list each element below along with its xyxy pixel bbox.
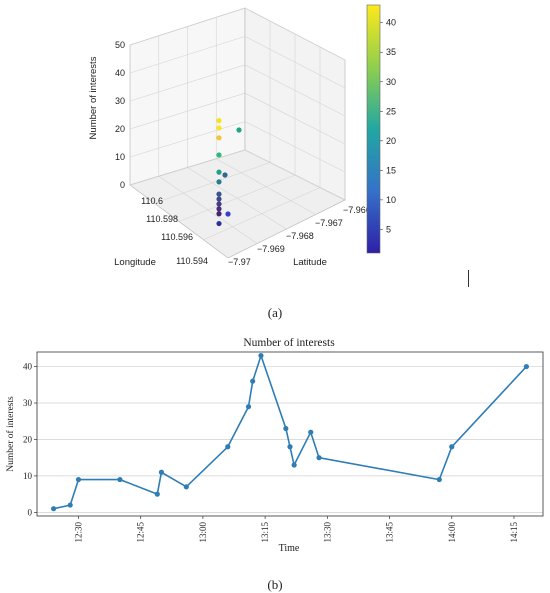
series-marker: [245, 404, 252, 410]
latitude-tick-label: −7.97: [228, 257, 251, 267]
scatter-point: [216, 211, 222, 217]
series-marker: [283, 425, 289, 432]
series-marker: [75, 476, 82, 483]
x-tick-label: 14:15: [509, 522, 519, 543]
scatter-point: [216, 118, 222, 124]
scatter-points: [216, 118, 242, 227]
plot-frame: [36, 351, 544, 517]
colorbar-tick-label: 20: [386, 136, 396, 146]
text-cursor: [468, 270, 469, 287]
x-tick-label: 12:45: [136, 522, 146, 543]
grid-3d: [129, 7, 346, 244]
line-chart: Number of interests 0 10 20 30 40 12:30 12:45…: [5, 337, 544, 554]
colorbar-tick-label: 40: [386, 18, 396, 28]
caption-b: (b): [267, 577, 283, 592]
longitude-tick-label: 110.598: [146, 214, 178, 224]
z-axis-label: Number of interests: [88, 56, 99, 139]
scatter-point: [216, 135, 222, 141]
series-marker: [436, 476, 442, 483]
colorbar-tick-label: 35: [386, 47, 396, 57]
colorbar-tick-label: 25: [386, 106, 396, 116]
x-tick-label: 14:00: [447, 522, 457, 543]
colorbar: [366, 4, 381, 254]
series-line: [53, 353, 527, 510]
scatter-point: [216, 220, 222, 227]
series-marker: [183, 484, 189, 490]
colorbar-tick-label: 10: [386, 195, 396, 205]
y-tick-label: 40: [23, 362, 33, 372]
scatter-point: [222, 172, 228, 178]
y-tick-label: 0: [28, 507, 33, 517]
scatter-point: [225, 211, 231, 217]
panel-a: Number of interests Longitude Latitude 0…: [88, 4, 396, 320]
series-marker: [449, 444, 455, 450]
colorbar-tick-label: 15: [386, 165, 396, 175]
colorbar-tick-label: 30: [386, 77, 396, 87]
series-marker: [287, 444, 293, 450]
series-marker: [316, 455, 322, 461]
series-marker: [308, 429, 314, 435]
x-tick-label: 13:30: [322, 522, 332, 543]
series-marker: [523, 363, 530, 370]
x-tick-label: 13:15: [260, 522, 270, 543]
z-tick-label: 20: [115, 124, 125, 134]
longitude-tick-label: 110.596: [161, 232, 193, 242]
scatter-point: [236, 127, 242, 133]
y-axis-label: Number of interests: [5, 396, 16, 472]
z-tick-label: 40: [115, 68, 125, 78]
scatter-point: [216, 196, 222, 202]
caption-a: (a): [267, 305, 283, 320]
scatter-3d-chart: Number of interests Longitude Latitude 0…: [88, 4, 396, 268]
x-tick-labels: 12:30 12:45 13:00 13:15 13:30 13:45 14:00 14:15: [73, 516, 519, 543]
scatter-point: [216, 169, 222, 175]
series-marker: [154, 491, 160, 497]
latitude-tick-label: −7.967: [315, 218, 343, 228]
series-marker: [117, 476, 123, 483]
series-marker: [50, 506, 57, 512]
y-gridlines: [37, 366, 543, 513]
scatter-point: [216, 191, 222, 197]
y-axis-label: Latitude: [293, 257, 327, 268]
latitude-tick-label: −7.968: [286, 231, 314, 241]
scatter-point: [216, 125, 222, 131]
tick-labels-3d: 0 10 20 30 40 50 110.6 110.598 110.596 110.594 −7.…: [115, 40, 371, 267]
series-marker: [258, 353, 264, 359]
panel-b: Number of interests 0 10 20 30 40 12:30 12:45…: [0, 330, 550, 593]
z-tick-label: 10: [115, 152, 125, 162]
x-tick-label: 12:30: [73, 522, 83, 543]
x-axis-label: Time: [279, 543, 300, 554]
colorbar-ticks: 5 10 15 20 25 30 35 40: [380, 18, 396, 234]
colorbar-tick-label: 5: [386, 224, 391, 234]
x-tick-label: 13:00: [198, 522, 208, 543]
chart-title: Number of interests: [243, 337, 335, 349]
scatter-point: [216, 179, 222, 185]
series-marker: [225, 444, 231, 450]
z-tick-label: 50: [115, 40, 125, 50]
x-axis-label: Longitude: [114, 257, 156, 268]
y-tick-label: 20: [23, 434, 33, 444]
longitude-tick-label: 110.6: [141, 196, 163, 206]
y-tick-label: 30: [23, 398, 33, 408]
series-marker: [67, 502, 73, 508]
z-tick-label: 30: [115, 96, 125, 106]
z-tick-label: 0: [120, 180, 125, 190]
y-tick-labels: 0 10 20 30 40: [23, 362, 37, 517]
scatter-point: [216, 206, 222, 212]
scatter-point: [216, 201, 222, 207]
series-marker: [158, 469, 165, 475]
series-marker: [291, 462, 297, 468]
x-tick-label: 13:45: [385, 522, 395, 543]
scatter-point: [216, 152, 222, 158]
longitude-tick-label: 110.594: [176, 256, 208, 266]
series-marker: [250, 378, 256, 384]
latitude-tick-label: −7.966: [343, 205, 371, 215]
latitude-tick-label: −7.969: [257, 244, 285, 254]
y-tick-label: 10: [23, 471, 33, 481]
series-markers: [50, 353, 530, 512]
